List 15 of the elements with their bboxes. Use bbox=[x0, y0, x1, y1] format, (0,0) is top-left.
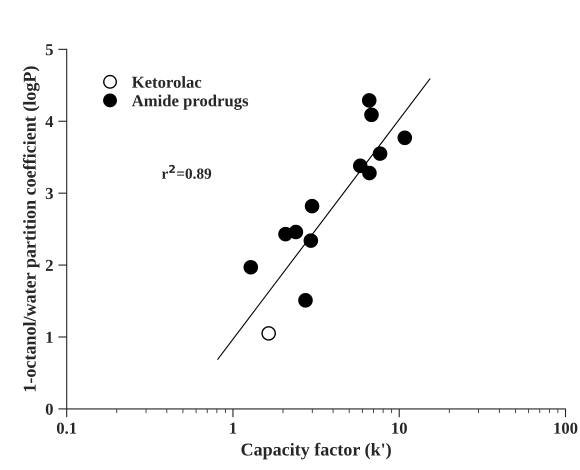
y-tick-label: 1 bbox=[46, 332, 53, 343]
y-tick-label: 3 bbox=[46, 188, 53, 200]
x-tick-label: 100 bbox=[554, 422, 578, 434]
y-tick-label: 2 bbox=[46, 260, 53, 271]
annotation: r$^{2}$=0.89 bbox=[162, 164, 212, 179]
y-tick-label: 5 bbox=[46, 44, 53, 56]
y-tick-label: 4 bbox=[45, 116, 54, 128]
x-axis-title: Capacity factor (k') bbox=[241, 442, 391, 460]
legend-label: Amide prodrugs bbox=[132, 94, 248, 110]
x-tick-label: 1 bbox=[230, 422, 236, 434]
legend-label: Ketorolac bbox=[132, 76, 202, 88]
x-tick-label: 10 bbox=[392, 422, 407, 434]
x-tick-label: 0.1 bbox=[56, 422, 76, 434]
y-axis-title: 1-octanol/water partition coefficient (logP) bbox=[22, 66, 40, 392]
y-tick-label: 0 bbox=[46, 404, 53, 415]
